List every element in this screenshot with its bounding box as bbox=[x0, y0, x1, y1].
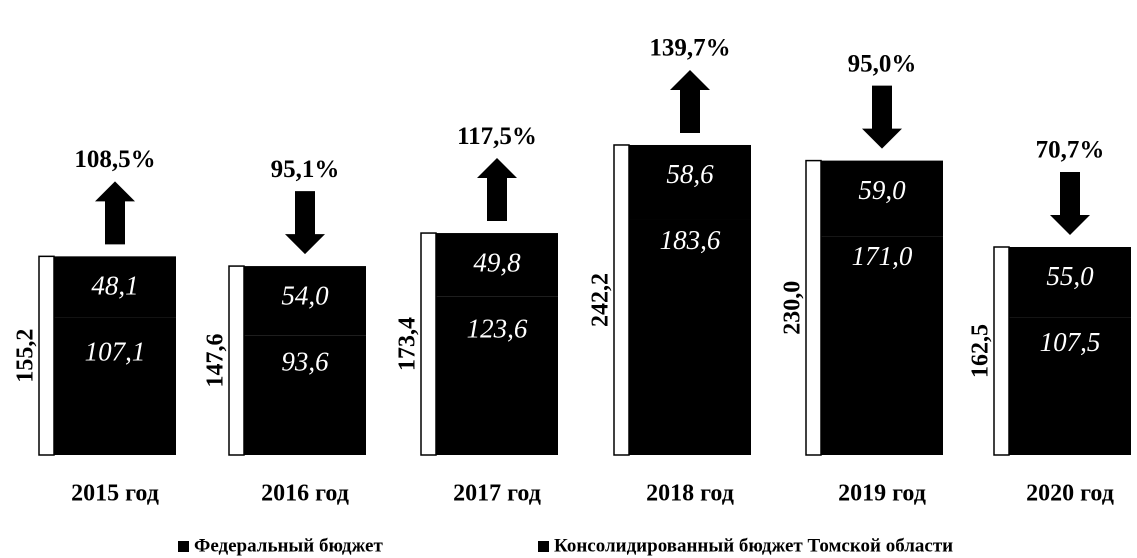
bar-segment bbox=[244, 335, 366, 455]
total-label: 147,6 bbox=[203, 334, 229, 388]
value-label: 55,0 bbox=[1046, 261, 1094, 291]
growth-arrow bbox=[670, 69, 710, 133]
growth-arrow bbox=[95, 181, 135, 245]
bar-segment bbox=[821, 236, 943, 455]
growth-label: 108,5% bbox=[74, 146, 155, 173]
bar-side bbox=[38, 255, 55, 456]
value-label: 107,1 bbox=[85, 337, 146, 367]
growth-label: 70,7% bbox=[1036, 137, 1105, 164]
bar-side bbox=[805, 159, 822, 456]
value-label: 107,5 bbox=[1040, 327, 1101, 357]
x-tick-label: 2017 год bbox=[453, 481, 541, 507]
total-label: 242,2 bbox=[588, 273, 614, 327]
value-label: 171,0 bbox=[852, 241, 913, 271]
bar-segment bbox=[821, 160, 943, 237]
total-label: 230,0 bbox=[780, 281, 806, 335]
bar-segment bbox=[629, 219, 751, 455]
growth-arrow bbox=[862, 85, 902, 149]
value-label: 183,6 bbox=[660, 225, 721, 255]
bar-segment bbox=[629, 144, 751, 220]
growth-label: 117,5% bbox=[457, 123, 537, 150]
growth-label: 139,7% bbox=[649, 35, 730, 62]
bar-segment bbox=[54, 256, 176, 318]
value-label: 93,6 bbox=[281, 346, 329, 376]
bar-segment bbox=[1009, 247, 1131, 318]
x-tick-label: 2020 год bbox=[1026, 481, 1114, 507]
legend-swatch bbox=[538, 541, 549, 552]
value-label: 123,6 bbox=[467, 313, 528, 343]
total-label: 155,2 bbox=[13, 329, 39, 383]
value-label: 58,6 bbox=[666, 159, 714, 189]
growth-arrow bbox=[1050, 172, 1090, 235]
legend-label: Консолидированный бюджет Томской области bbox=[554, 535, 953, 556]
bar-segment bbox=[244, 266, 366, 336]
growth-label: 95,0% bbox=[848, 50, 917, 77]
total-label: 173,4 bbox=[395, 317, 421, 371]
value-label: 54,0 bbox=[281, 280, 329, 310]
x-tick-label: 2019 год bbox=[838, 481, 926, 507]
bar-segment bbox=[436, 296, 558, 455]
value-label: 59,0 bbox=[858, 175, 906, 205]
value-label: 49,8 bbox=[473, 247, 521, 277]
bar-segment bbox=[436, 233, 558, 297]
bar-segment bbox=[1009, 317, 1131, 455]
legend-swatch bbox=[178, 541, 189, 552]
growth-label: 95,1% bbox=[271, 156, 340, 183]
total-label: 162,5 bbox=[968, 324, 994, 378]
legend-label: Федеральный бюджет bbox=[194, 535, 383, 556]
bar-side bbox=[228, 265, 245, 456]
bar-side bbox=[993, 246, 1010, 456]
x-tick-label: 2018 год bbox=[646, 481, 734, 507]
bar-side bbox=[613, 144, 630, 456]
growth-arrow bbox=[477, 158, 517, 222]
x-tick-label: 2015 год bbox=[71, 481, 159, 507]
bar-segment bbox=[54, 317, 176, 455]
value-label: 48,1 bbox=[91, 271, 138, 301]
growth-arrow bbox=[285, 191, 325, 255]
bar-side bbox=[420, 232, 437, 456]
x-tick-label: 2016 год bbox=[261, 481, 349, 507]
